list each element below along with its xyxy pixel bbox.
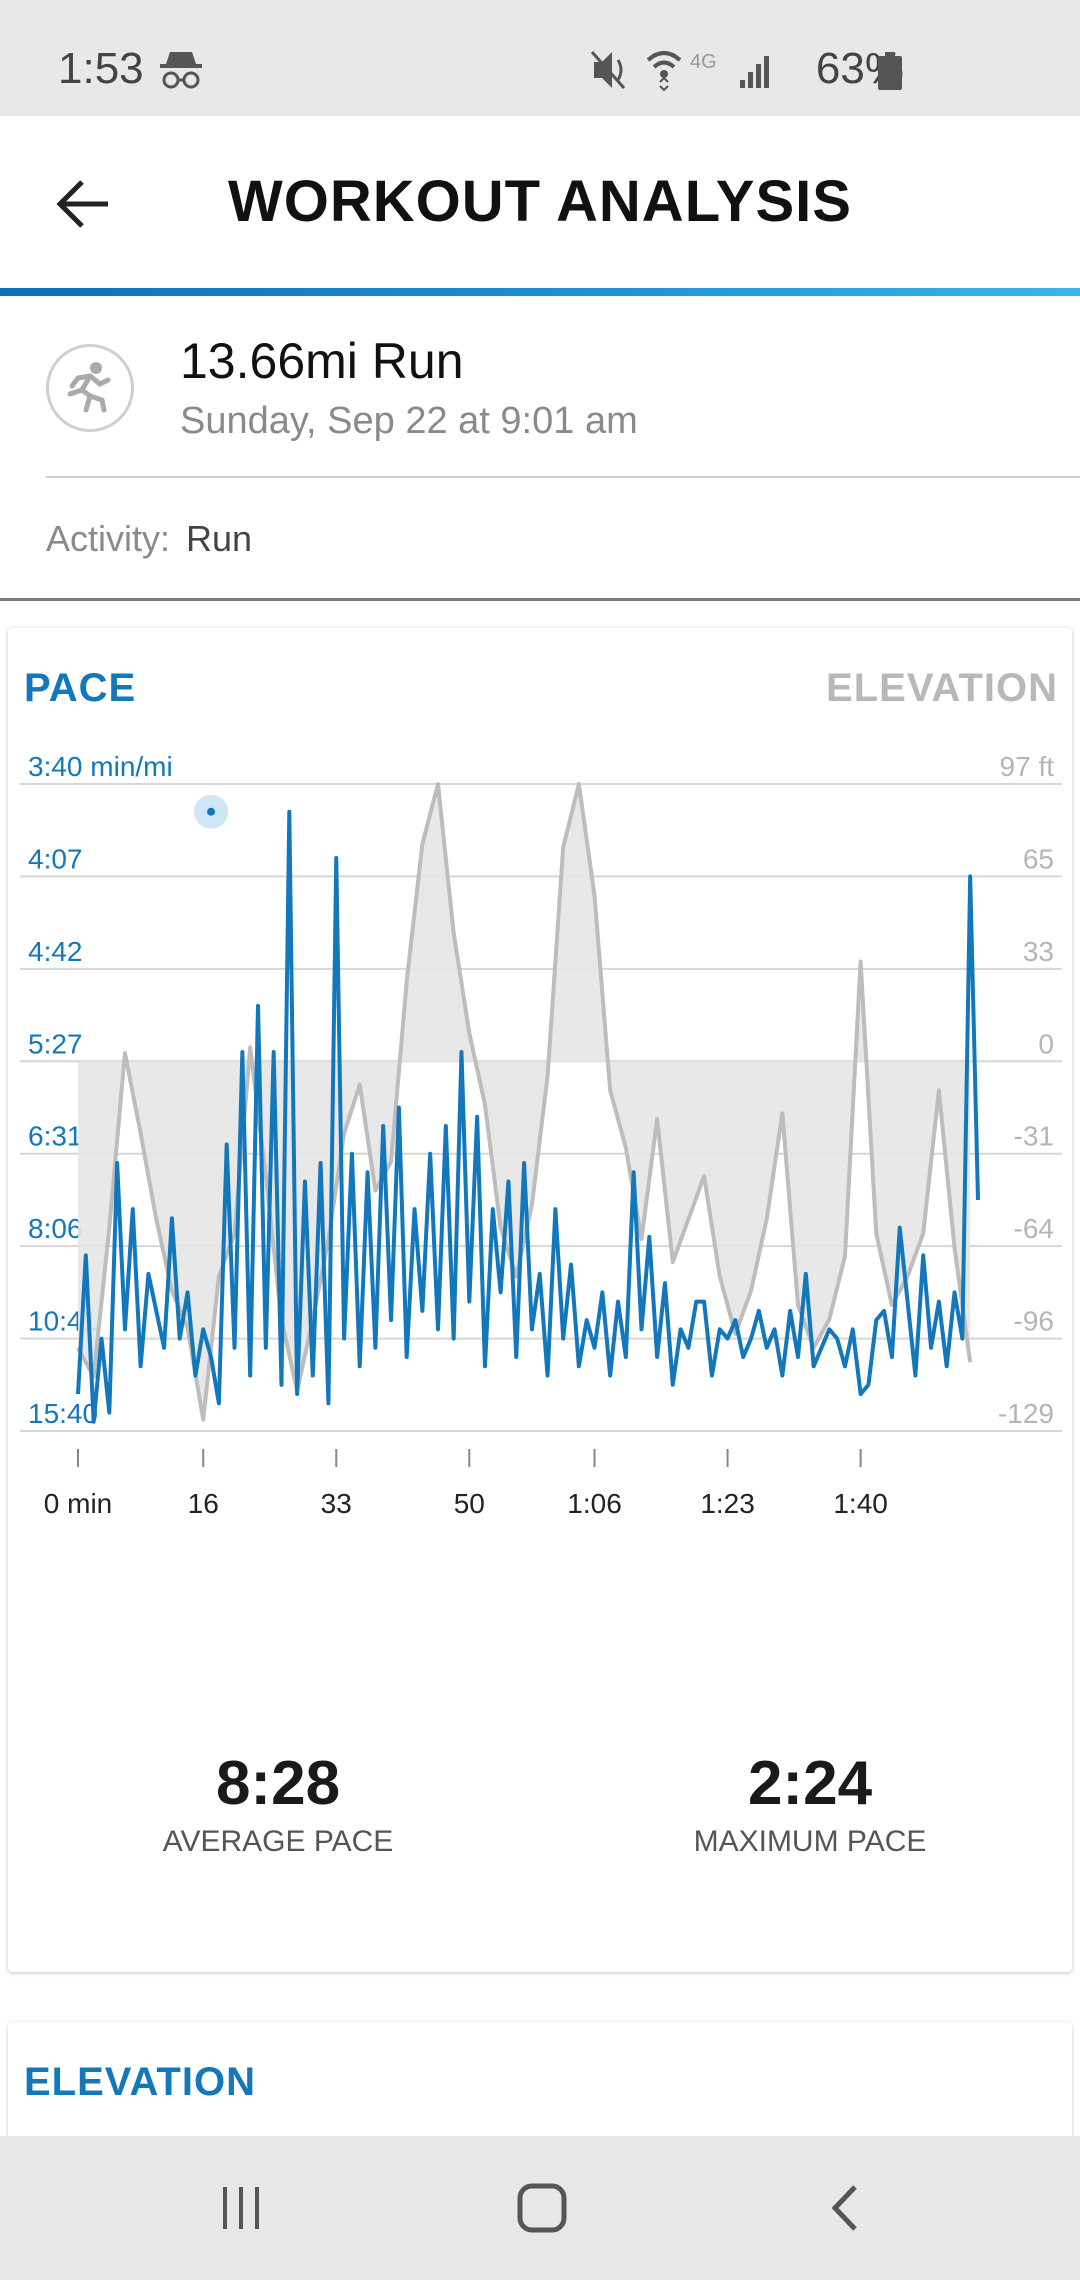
- pace-axis-label: 3:40 min/mi: [28, 751, 173, 782]
- status-time: 1:53: [58, 44, 144, 93]
- x-tick-label: 16: [188, 1488, 219, 1519]
- app-header: WORKOUT ANALYSIS: [0, 116, 1080, 288]
- wifi-icon: [646, 51, 682, 92]
- x-tick-label: 50: [454, 1488, 485, 1519]
- average-pace-value: 8:28: [215, 1749, 341, 1818]
- pace-axis-label: 8:06: [28, 1213, 83, 1244]
- elevation-axis-label: -64: [1014, 1213, 1054, 1244]
- mute-icon: [590, 51, 626, 89]
- back-chevron-icon: [831, 2185, 857, 2231]
- header-divider: [0, 288, 1080, 296]
- elevation-axis-label: 65: [1023, 843, 1054, 874]
- elevation-axis-label: -96: [1014, 1306, 1054, 1337]
- elevation-axis-label: 33: [1023, 936, 1054, 967]
- divider: [46, 476, 1080, 478]
- x-tick-label: 1:40: [833, 1488, 888, 1519]
- elevation-card-title: ELEVATION: [24, 2060, 256, 2104]
- activity-row: Activity: Run: [46, 518, 252, 560]
- runner-icon: [67, 362, 111, 413]
- page-title: WORKOUT ANALYSIS: [228, 169, 852, 234]
- activity-label: Activity:: [46, 518, 171, 559]
- activity-value: Run: [186, 518, 253, 559]
- back-nav-button[interactable]: [806, 2176, 886, 2240]
- pace-axis-label: 5:27: [28, 1028, 83, 1059]
- pace-axis-label: 4:42: [28, 936, 83, 967]
- elevation-axis-label: 0: [1038, 1028, 1054, 1059]
- section-divider: [0, 598, 1080, 601]
- recent-apps-icon: [223, 2187, 259, 2229]
- pace-chart-card: PACE ELEVATION 3:40 min/mi 4:07 4:42 5:27 6:…: [8, 628, 1072, 1972]
- status-icons: 4G: [590, 48, 870, 97]
- pace-line: [76, 809, 980, 1424]
- recent-apps-button[interactable]: [202, 2176, 282, 2240]
- battery-icon: [876, 52, 904, 97]
- elevation-axis-label: -129: [998, 1398, 1054, 1429]
- pace-axis-label: 4:07: [28, 843, 83, 874]
- back-arrow-icon: [56, 180, 108, 228]
- x-tick-label: 0 min: [44, 1488, 112, 1519]
- x-tick-label: 1:06: [567, 1488, 622, 1519]
- elevation-axis-label: 97 ft: [1000, 751, 1055, 782]
- run-activity-icon: [46, 344, 134, 432]
- incognito-icon: [158, 50, 204, 95]
- pace-series-label: PACE: [24, 666, 137, 710]
- back-button[interactable]: [46, 166, 122, 242]
- system-nav-bar: [0, 2136, 1080, 2280]
- highlight-point: [207, 807, 216, 816]
- home-button[interactable]: [502, 2176, 582, 2240]
- status-bar: 1:53 4G: [0, 0, 1080, 116]
- x-tick-label: 1:23: [700, 1488, 755, 1519]
- average-pace-label: AVERAGE PACE: [162, 1825, 394, 1858]
- maximum-pace-value: 2:24: [747, 1749, 873, 1818]
- elevation-series-label: ELEVATION: [826, 666, 1058, 710]
- elevation-line: [76, 782, 973, 1422]
- signal-icon: [740, 56, 769, 88]
- workout-date: Sunday, Sep 22 at 9:01 am: [180, 400, 638, 442]
- maximum-pace-label: MAXIMUM PACE: [693, 1825, 927, 1858]
- network-label: 4G: [690, 51, 717, 73]
- elevation-card: ELEVATION: [8, 2022, 1072, 2142]
- maximum-pace-stat: 2:24 MAXIMUM PACE: [610, 1748, 1010, 1859]
- elevation-axis-label: -31: [1014, 1121, 1054, 1152]
- home-icon: [517, 2183, 567, 2233]
- pace-axis-label: 6:31: [28, 1121, 83, 1152]
- workout-title: 13.66mi Run: [180, 333, 464, 389]
- average-pace-stat: 8:28 AVERAGE PACE: [78, 1748, 478, 1859]
- pace-axis-label: 15:40: [28, 1398, 98, 1429]
- pace-elevation-chart[interactable]: 3:40 min/mi4:074:425:276:318:0610:4115:4…: [8, 628, 1072, 1728]
- x-tick-label: 33: [321, 1488, 352, 1519]
